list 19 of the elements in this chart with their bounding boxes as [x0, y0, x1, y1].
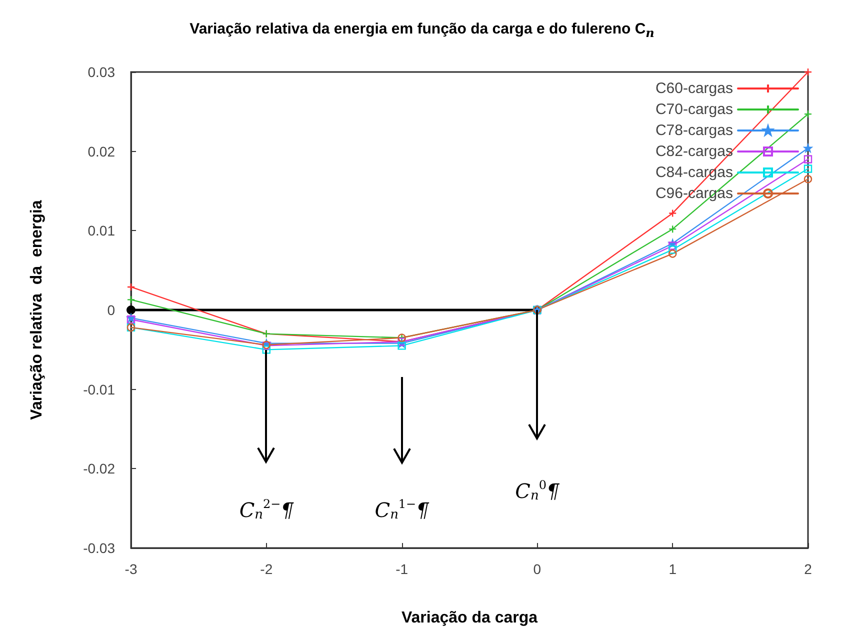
- x-tick-label: -3: [124, 561, 138, 577]
- y-tick-label: -0.02: [83, 460, 116, 477]
- x-axis-title: Variação da carga: [401, 610, 538, 626]
- x-tick-label: 1: [668, 561, 677, 577]
- y-tick-label: 0.01: [88, 222, 116, 239]
- legend-label: C78-cargas: [655, 122, 733, 139]
- y-tick-label: 0.02: [88, 143, 116, 160]
- legend-label: C82-cargas: [655, 143, 733, 160]
- x-tick-label: -1: [396, 561, 408, 577]
- legend-label: C60-cargas: [655, 80, 733, 97]
- y-axis-title: Variação relativa da energia: [28, 200, 46, 420]
- y-tick-label: 0: [107, 302, 116, 318]
- y-tick-label: -0.03: [83, 540, 116, 556]
- x-tick-label: 0: [533, 561, 542, 577]
- x-tick-label: -2: [260, 561, 273, 577]
- legend-label: C70-cargas: [655, 101, 733, 118]
- x-tick-label: 2: [804, 561, 812, 577]
- y-tick-label: 0.03: [88, 64, 116, 80]
- y-tick-label: -0.01: [83, 381, 116, 398]
